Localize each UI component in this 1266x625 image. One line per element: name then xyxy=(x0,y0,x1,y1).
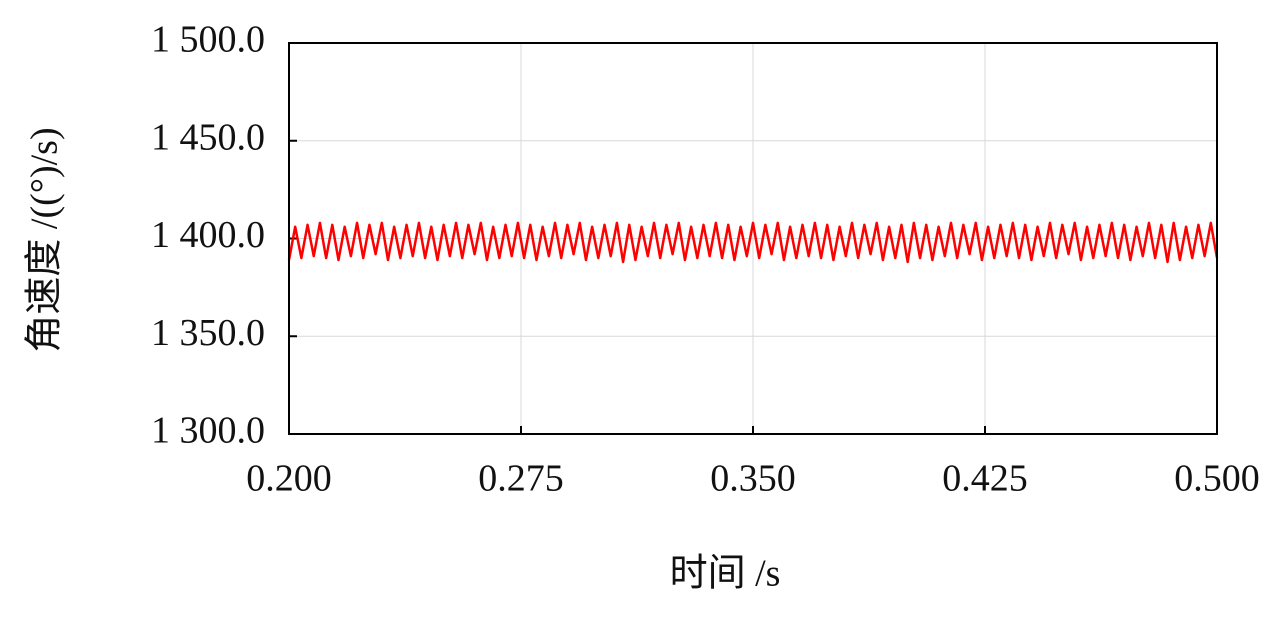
y-axis-label: 角速度 /((°)/s) xyxy=(24,127,66,352)
y-tick-label: 1 400.0 xyxy=(151,214,265,256)
y-tick-label: 1 350.0 xyxy=(151,312,265,354)
y-tick-label: 1 500.0 xyxy=(151,19,265,61)
x-axis-label: 时间 /s xyxy=(670,553,781,595)
x-tick-label: 0.350 xyxy=(710,458,796,500)
y-tick-label: 1 450.0 xyxy=(151,116,265,158)
x-tick-label: 0.200 xyxy=(246,458,332,500)
y-tick-label: 1 300.0 xyxy=(151,410,265,452)
x-tick-label: 0.500 xyxy=(1174,458,1260,500)
x-tick-label: 0.275 xyxy=(478,458,564,500)
data-line xyxy=(287,221,1219,264)
plot-frame xyxy=(288,42,1218,435)
x-tick-label: 0.425 xyxy=(942,458,1028,500)
